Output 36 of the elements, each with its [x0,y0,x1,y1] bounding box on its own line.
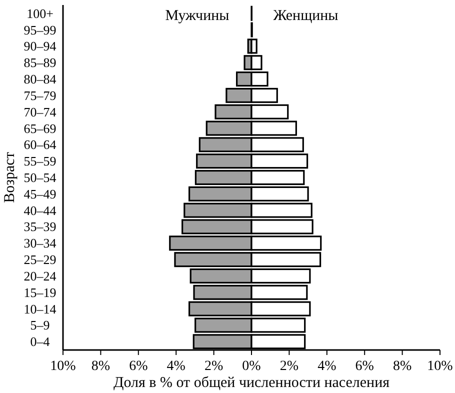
x-tick-label: 4% [166,359,186,374]
x-tick-label: 6% [129,359,148,374]
x-tick-label: 2% [280,359,299,374]
x-tick-label: 0% [242,359,262,374]
x-tick-label: 4% [318,359,337,374]
x-tick-label: 6% [355,359,374,374]
y-tick-label: 30–34 [24,236,57,251]
y-tick-label: 10–14 [24,301,57,316]
x-tick-label: 2% [204,359,224,374]
y-tick-label: 100+ [26,6,54,21]
y-tick-label: 75–79 [24,88,56,103]
y-tick-label: 35–39 [24,219,56,234]
x-tick-label: 10% [427,359,454,374]
annotation: Женщины [273,8,338,24]
y-tick-label: 25–29 [24,252,56,268]
y-tick-label: 90–94 [24,38,57,54]
y-tick-label: 45–49 [24,186,56,202]
y-tick-label: 85–89 [24,55,56,70]
y-tick-label: 55–59 [24,154,56,169]
y-tick-label: 65–69 [24,120,56,136]
y-tick-label: 80–84 [24,72,57,87]
x-tick-label: 10% [50,359,76,374]
annotation: Мужчины [165,8,230,24]
y-tick-label: 5–9 [30,318,50,333]
y-axis-title: Возраст [2,152,18,203]
x-tick-label: 8% [91,359,110,374]
y-tick-label: 50–54 [24,170,57,185]
y-tick-label: 0–4 [30,334,50,350]
x-axis-title: Доля в % от общей численности населения [113,375,390,391]
y-tick-label: 40–44 [24,202,57,218]
x-tick-label: 8% [392,359,412,374]
y-tick-label: 70–74 [24,104,57,120]
y-tick-label: 95–99 [24,22,56,38]
y-tick-label: 15–19 [24,284,56,300]
y-tick-label: 60–64 [24,137,57,152]
y-tick-label: 20–24 [24,268,57,284]
